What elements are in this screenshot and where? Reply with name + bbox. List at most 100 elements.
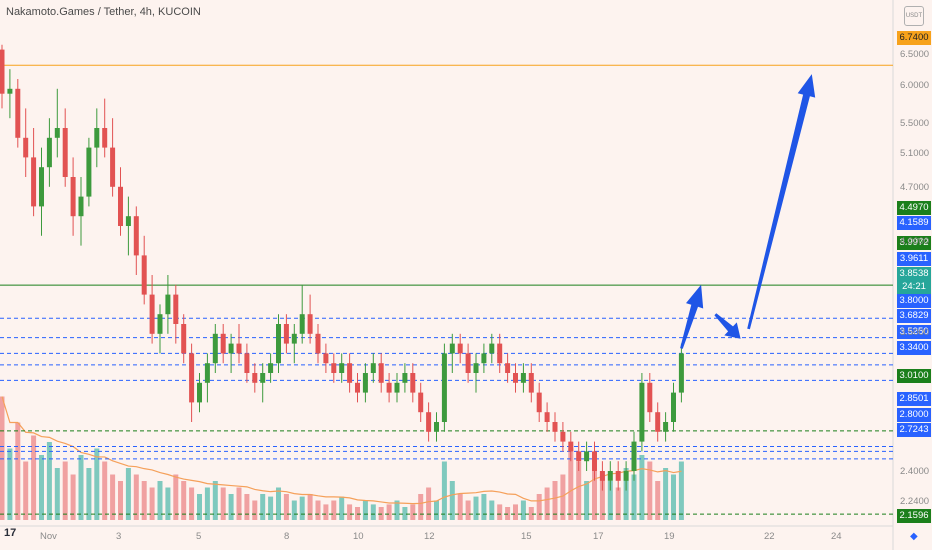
volume-bar [212,481,218,520]
volume-bar [536,494,542,520]
price-label: 3.8000 [897,294,931,308]
volume-bar [70,474,76,520]
price-label: 24:21 [897,280,931,294]
candle-body [489,343,495,354]
x-axis-tick: 3 [116,531,122,542]
candle-body [631,441,637,471]
candle-body [441,353,447,422]
x-axis-tick: 22 [764,531,775,542]
volume-bar [576,461,582,520]
volume-bar [615,487,621,520]
x-axis-tick: 17 [593,531,604,542]
candle-body [307,314,313,334]
volume-bar [481,494,487,520]
volume-bar [173,474,179,520]
candle-body [220,333,226,354]
candle-body [355,382,360,393]
candle-body [536,392,542,413]
volume-bar [631,474,637,520]
candle-body [260,373,266,383]
volume-bar [513,504,518,520]
volume-bar [473,496,479,520]
price-label: 3.8538 [897,267,931,281]
volume-bar [623,468,629,520]
candle-body [94,128,100,148]
candle-body [78,196,84,217]
candle-body [141,255,147,295]
volume-bar [465,500,471,520]
x-axis-tick: 10 [353,531,364,542]
price-label: 4.1589 [897,216,931,230]
candle-body [157,314,163,334]
candle-body [31,157,37,207]
candle-body [315,333,321,354]
candle-body [268,363,274,373]
volume-bar [118,481,123,520]
volume-bar [607,481,613,520]
volume-bar [394,500,400,520]
candle-body [228,343,234,354]
candle-body [465,353,471,373]
volume-bar [457,494,463,520]
candle-body [552,422,558,432]
candle-body [592,451,597,471]
auto-scale-icon[interactable]: ◆ [910,531,918,542]
candle-body [39,167,44,207]
candle-body [102,128,108,148]
volume-bar [39,455,44,520]
candle-body [54,128,60,138]
volume-bar [449,481,455,520]
price-label: 3.5250 [897,325,931,339]
currency-badge[interactable]: USDT [904,6,924,26]
volume-bar [149,487,155,520]
volume-bar [78,455,84,520]
y-axis-tick: 6.0000 [900,80,930,91]
price-label: 2.7243 [897,423,931,437]
y-axis-tick: 3.5000 [900,327,930,338]
volume-bar [110,474,116,520]
volume-bar [283,494,289,520]
candle-body [623,471,629,481]
volume-bar [157,481,163,520]
volume-bar [489,500,495,520]
candle-body [410,373,416,393]
candle-body [528,373,534,393]
volume-bar [671,474,676,520]
candle-body [560,431,566,442]
candle-body [394,382,400,393]
candle-body [118,186,123,226]
candle-body [252,373,258,383]
candle-body [347,363,353,383]
price-label: 3.0100 [897,369,931,383]
x-axis-tick: 19 [664,531,675,542]
candle-body [362,373,368,393]
projection-arrow [714,313,741,339]
volume-bar [260,494,266,520]
volume-bar [560,474,566,520]
volume-bar [434,500,439,520]
candle-body [370,363,376,373]
candle-body [212,333,218,364]
volume-bar [592,455,597,520]
y-axis-tick: 6.5000 [900,49,930,60]
volume-bar [544,487,550,520]
y-axis-tick: 4.0000 [900,236,930,247]
volume-bar [386,504,392,520]
candle-body [520,373,526,383]
x-axis-tick: 5 [196,531,202,542]
candle-body [647,382,653,413]
candle-body [473,363,479,373]
price-label: 3.6829 [897,309,931,323]
candle-body [599,471,605,481]
candle-body [457,343,463,354]
candle-body [291,333,297,344]
volume-bar [497,504,503,520]
volume-bar [220,487,226,520]
candle-body [481,353,487,364]
volume-bar [410,504,416,520]
candle-body [663,422,669,432]
x-axis-tick: Nov [40,531,57,542]
volume-bar [663,468,669,520]
